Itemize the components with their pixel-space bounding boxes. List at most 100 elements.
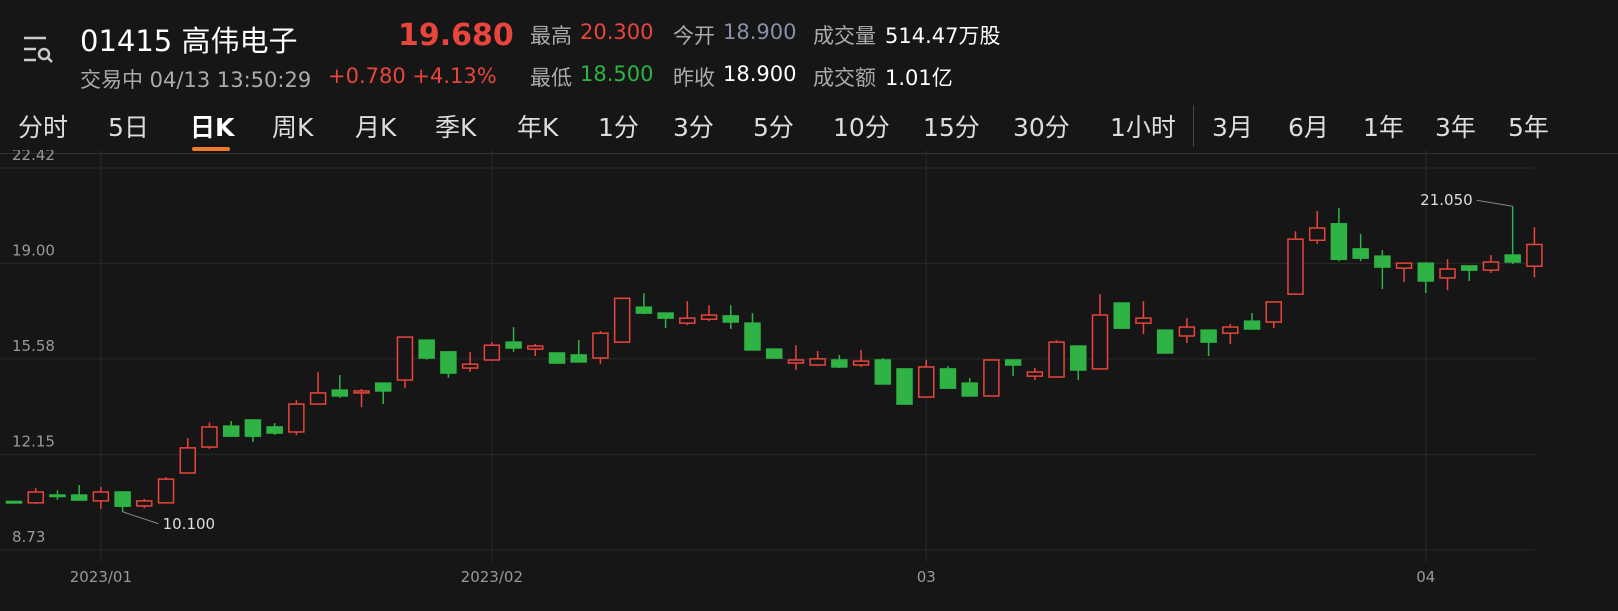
candle-body: [1200, 329, 1217, 343]
tab[interactable]: 分时: [18, 113, 69, 142]
candle-body: [179, 447, 197, 474]
stat-value: 20.300: [580, 20, 654, 44]
candle-body: [1178, 326, 1196, 337]
stat-value: 18.900: [723, 20, 797, 44]
stat-value: 18.500: [580, 62, 654, 86]
candle-body: [1222, 326, 1239, 334]
tab[interactable]: 1分: [598, 113, 639, 142]
candle-body: [613, 297, 631, 343]
stat-label: 最高: [530, 24, 572, 48]
tab-underline: [192, 147, 230, 151]
candle-body: [1113, 302, 1130, 329]
candle-body: [787, 359, 805, 364]
stat-value: 1.01亿: [885, 66, 953, 90]
candle-body: [1091, 314, 1109, 370]
price: 19.680: [398, 18, 514, 53]
candle-body: [1395, 262, 1413, 269]
tab[interactable]: 3分: [673, 113, 714, 142]
candle-body: [1265, 301, 1283, 323]
tab[interactable]: 5日: [108, 113, 149, 142]
candle-body: [1026, 371, 1044, 377]
candle-body: [939, 368, 957, 389]
candle-body: [1460, 265, 1478, 271]
tab[interactable]: 30分: [1013, 113, 1070, 142]
candle-body: [592, 332, 609, 359]
tab[interactable]: 周K: [272, 113, 314, 142]
candle-body: [874, 359, 892, 385]
candle-body: [896, 368, 913, 405]
candle-body: [961, 382, 978, 397]
candle-body: [1330, 223, 1348, 260]
candle-body: [983, 359, 1000, 397]
change-pct: +4.13%: [412, 64, 497, 88]
candle-body: [5, 500, 23, 504]
tab[interactable]: 6月: [1288, 113, 1329, 142]
candle-body: [852, 360, 870, 366]
tab[interactable]: 年K: [517, 113, 559, 142]
y-tick-label: 12.15: [12, 433, 55, 451]
candle-body: [744, 322, 761, 351]
candle-body: [1135, 317, 1152, 324]
tab[interactable]: 3年: [1435, 113, 1476, 142]
candle-body: [92, 491, 110, 502]
tab[interactable]: 5年: [1508, 113, 1549, 142]
stat-value: 18.900: [723, 62, 797, 86]
change: +0.780 +4.13%: [328, 64, 497, 88]
tab[interactable]: 3月: [1212, 113, 1253, 142]
x-tick-label: 04: [1416, 568, 1435, 586]
x-tick-label: 2023/02: [461, 568, 523, 586]
candle-body: [700, 314, 718, 320]
candle-body: [917, 366, 935, 398]
tab[interactable]: 15分: [923, 113, 980, 142]
annotation-line: [1476, 199, 1513, 207]
candle-body: [548, 352, 566, 364]
tab[interactable]: 月K: [355, 113, 397, 142]
candle-body: [722, 315, 740, 323]
candle-body: [309, 392, 327, 405]
candle-body: [1048, 341, 1065, 378]
candle-body: [1287, 238, 1304, 295]
candle-body: [527, 345, 544, 350]
candle-body: [483, 344, 501, 361]
candle-body: [570, 354, 587, 363]
candle-body: [1004, 359, 1022, 366]
candle-body: [27, 491, 44, 504]
tab[interactable]: 10分: [833, 113, 890, 142]
candle-body: [440, 351, 457, 374]
candle-body: [201, 426, 218, 448]
candle-body: [1526, 243, 1543, 267]
candle-body: [418, 339, 435, 359]
y-tick-label: 22.42: [12, 150, 55, 164]
status: 交易中 04/13 13:50:29: [80, 68, 312, 92]
candle-body: [635, 306, 653, 314]
tab[interactable]: 季K: [435, 113, 477, 142]
y-tick-label: 8.73: [12, 528, 45, 546]
tab[interactable]: 1年: [1363, 113, 1404, 142]
candle-body: [1482, 261, 1500, 271]
tab[interactable]: 日K: [190, 113, 235, 142]
stat-label: 最低: [530, 66, 572, 90]
y-tick-label: 19.00: [12, 241, 55, 259]
tab[interactable]: 5分: [753, 113, 794, 142]
stat-value: 514.47万股: [885, 24, 1001, 48]
candle-body: [136, 500, 153, 507]
y-tick-label: 15.58: [12, 337, 55, 355]
stat-label: 昨收: [673, 66, 715, 90]
stat-label: 今开: [673, 24, 715, 48]
candle-body: [1352, 248, 1369, 259]
candle-body: [244, 419, 262, 437]
stat-label: 成交量: [813, 24, 876, 48]
candle-body: [1374, 255, 1391, 268]
candle-body: [396, 336, 414, 381]
candle-body: [1308, 227, 1326, 242]
tab-divider: [1193, 105, 1194, 147]
candle-body: [222, 425, 240, 437]
tab[interactable]: 1小时: [1110, 113, 1176, 142]
candle-body: [1156, 329, 1174, 354]
x-tick-label: 03: [917, 568, 936, 586]
candle-body: [809, 358, 826, 366]
menu-icon[interactable]: [22, 34, 56, 66]
stock-code: 01415: [80, 24, 173, 58]
candle-body: [288, 403, 305, 433]
divider: [0, 153, 1618, 154]
